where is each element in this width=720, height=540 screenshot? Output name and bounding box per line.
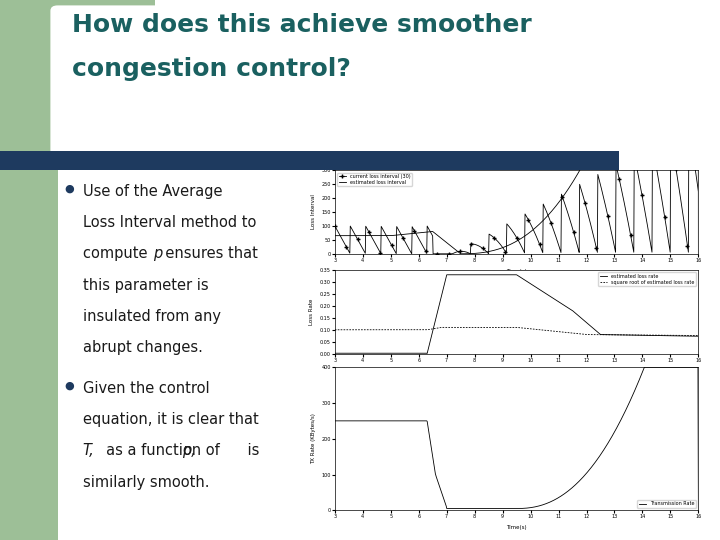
Text: p,: p, xyxy=(182,443,196,458)
Bar xyxy=(0,0,155,151)
Text: abrupt changes.: abrupt changes. xyxy=(83,340,202,355)
Text: Loss Interval method to: Loss Interval method to xyxy=(83,215,256,230)
Text: compute     ensures that: compute ensures that xyxy=(83,246,258,261)
Text: as a function of      is: as a function of is xyxy=(83,443,259,458)
X-axis label: Time(s): Time(s) xyxy=(506,268,527,274)
Text: ●: ● xyxy=(65,381,75,391)
X-axis label: Time(s): Time(s) xyxy=(506,368,527,374)
Text: T,: T, xyxy=(83,443,94,458)
Text: Use of the Average: Use of the Average xyxy=(83,184,222,199)
Text: this parameter is: this parameter is xyxy=(83,278,208,293)
FancyBboxPatch shape xyxy=(50,5,698,157)
Text: congestion control?: congestion control? xyxy=(72,57,351,80)
Y-axis label: Loss Rate: Loss Rate xyxy=(309,299,314,325)
Y-axis label: TX Rate (KBytes/s): TX Rate (KBytes/s) xyxy=(311,413,315,464)
Text: How does this achieve smoother: How does this achieve smoother xyxy=(72,14,532,37)
Bar xyxy=(0,151,619,170)
Text: insulated from any: insulated from any xyxy=(83,309,221,324)
Y-axis label: Loss Interval: Loss Interval xyxy=(311,194,315,230)
Legend: Transmission Rate: Transmission Rate xyxy=(637,500,696,508)
Legend: estimated loss rate, square root of estimated loss rate: estimated loss rate, square root of esti… xyxy=(598,273,696,286)
Text: ●: ● xyxy=(65,184,75,194)
Text: equation, it is clear that: equation, it is clear that xyxy=(83,412,258,427)
X-axis label: Time(s): Time(s) xyxy=(506,525,527,530)
Text: p: p xyxy=(153,246,163,261)
Text: similarly smooth.: similarly smooth. xyxy=(83,475,210,490)
Bar xyxy=(0,151,58,540)
Text: Given the control: Given the control xyxy=(83,381,210,396)
Legend: current loss interval (30), estimated loss interval: current loss interval (30), estimated lo… xyxy=(337,173,412,186)
